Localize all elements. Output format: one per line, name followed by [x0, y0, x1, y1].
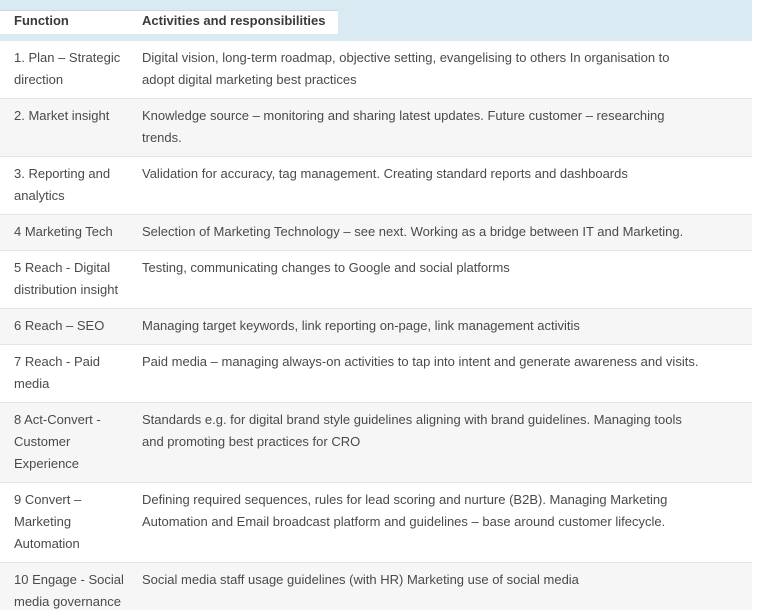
activities-cell: Defining required sequences, rules for l…: [142, 492, 668, 529]
column-header-activities: Activities and responsibilities: [142, 13, 326, 28]
table-row: 3. Reporting and analytics Validation for…: [0, 156, 752, 214]
activities-cell: Testing, communicating changes to Google…: [142, 260, 510, 275]
activities-cell: Standards e.g. for digital brand style g…: [142, 412, 682, 449]
activities-cell: Managing target keywords, link reporting…: [142, 318, 580, 333]
table-row: 5 Reach - Digital distribution insight Te…: [0, 250, 752, 308]
table-header: Function Activities and responsibilities: [0, 0, 752, 41]
function-cell: 8 Act-Convert - Customer Experience: [14, 412, 101, 471]
function-cell: 2. Market insight: [14, 108, 110, 123]
table-row: 10 Engage - Social media governance Socia…: [0, 562, 752, 610]
function-cell: 9 Convert – Marketing Automation: [14, 492, 82, 551]
table-row: 6 Reach – SEO Managing target keywords, l…: [0, 308, 752, 344]
table-row: 8 Act-Convert - Customer Experience Stand…: [0, 402, 752, 482]
table-row: 1. Plan – Strategic direction Digital vis…: [0, 41, 752, 98]
table-row: 9 Convert – Marketing Automation Defining…: [0, 482, 752, 562]
table-body: 1. Plan – Strategic direction Digital vis…: [0, 41, 752, 610]
column-header-function: Function: [14, 13, 69, 28]
activities-cell: Validation for accuracy, tag management.…: [142, 166, 628, 181]
table-row: 4 Marketing Tech Selection of Marketing T…: [0, 214, 752, 250]
function-cell: 5 Reach - Digital distribution insight: [14, 260, 119, 297]
header-white-band: [0, 10, 338, 34]
table-row: 2. Market insight Knowledge source – moni…: [0, 98, 752, 156]
function-cell: 1. Plan – Strategic direction: [14, 50, 121, 87]
activities-cell: Selection of Marketing Technology – see …: [142, 224, 684, 239]
activities-cell: Social media staff usage guidelines (wit…: [142, 572, 579, 587]
function-cell: 4 Marketing Tech: [14, 224, 113, 239]
function-cell: 3. Reporting and analytics: [14, 166, 111, 203]
function-cell: 6 Reach – SEO: [14, 318, 105, 333]
activities-cell: Knowledge source – monitoring and sharin…: [142, 108, 665, 145]
function-cell: 7 Reach - Paid media: [14, 354, 100, 391]
activities-cell: Paid media – managing always-on activiti…: [142, 354, 699, 369]
activities-cell: Digital vision, long-term roadmap, objec…: [142, 50, 670, 87]
table-row: 7 Reach - Paid media Paid media – managin…: [0, 344, 752, 402]
function-cell: 10 Engage - Social media governance: [14, 572, 124, 609]
